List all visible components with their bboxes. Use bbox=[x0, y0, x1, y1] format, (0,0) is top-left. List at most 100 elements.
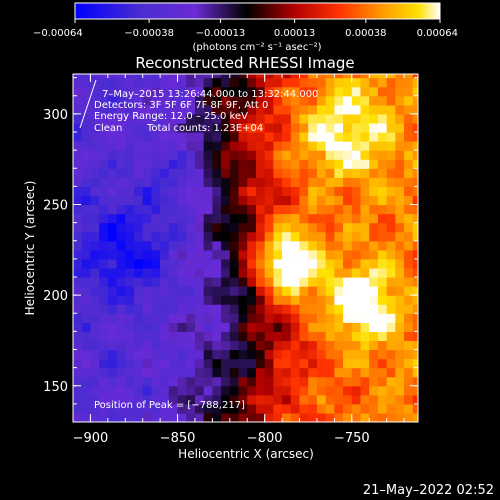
heatmap-cell bbox=[73, 132, 83, 142]
heatmap-cell bbox=[90, 104, 100, 115]
heatmap-cell bbox=[377, 267, 388, 278]
heatmap-cell bbox=[316, 150, 327, 160]
heatmap-cell bbox=[351, 277, 362, 287]
heatmap-cell bbox=[90, 113, 100, 124]
heatmap-cell bbox=[151, 150, 161, 160]
heatmap-cell bbox=[343, 231, 353, 242]
heatmap-cell bbox=[133, 86, 144, 97]
heatmap-cell bbox=[142, 258, 153, 269]
heatmap-cell bbox=[238, 95, 248, 106]
heatmap-cell bbox=[203, 168, 213, 178]
heatmap-cell bbox=[247, 141, 257, 151]
heatmap-cell bbox=[386, 186, 396, 197]
heatmap-cell bbox=[334, 412, 344, 422]
heatmap-cell bbox=[186, 367, 196, 378]
heatmap-cell bbox=[194, 213, 205, 224]
heatmap-cell bbox=[81, 385, 92, 396]
heatmap-cell bbox=[299, 159, 309, 169]
heatmap-cell bbox=[99, 340, 109, 351]
heatmap-cell bbox=[90, 150, 100, 160]
heatmap-cell bbox=[212, 141, 222, 151]
heatmap-cell bbox=[351, 295, 362, 305]
heatmap-cell bbox=[264, 340, 274, 351]
heatmap-cell bbox=[107, 394, 118, 405]
heatmap-cell bbox=[238, 186, 248, 197]
heatmap-cell bbox=[203, 295, 213, 305]
heatmap-cell bbox=[264, 204, 274, 215]
heatmap-cell bbox=[377, 322, 388, 332]
heatmap-cell bbox=[142, 322, 153, 332]
heatmap-cell bbox=[133, 95, 144, 106]
heatmap-cell bbox=[360, 231, 370, 242]
heatmap-cell bbox=[264, 77, 274, 88]
heatmap-cell bbox=[290, 412, 301, 422]
heatmap-cell bbox=[316, 213, 327, 224]
heatmap-cell bbox=[142, 213, 153, 224]
heatmap-cell bbox=[125, 376, 135, 387]
heatmap-cell bbox=[282, 277, 292, 287]
heatmap-cell bbox=[316, 86, 327, 97]
heatmap-cell bbox=[133, 258, 144, 269]
heatmap-cell bbox=[264, 295, 274, 305]
heatmap-cell bbox=[369, 412, 379, 422]
heatmap-cell bbox=[412, 77, 418, 88]
heatmap-cell bbox=[343, 74, 353, 79]
heatmap-cell bbox=[212, 340, 222, 351]
heatmap-cell bbox=[133, 222, 144, 233]
heatmap-cell bbox=[99, 267, 109, 278]
heatmap-cell bbox=[273, 277, 283, 287]
heatmap-cell bbox=[334, 385, 344, 396]
heatmap-cell bbox=[360, 258, 370, 269]
heatmap-cell bbox=[73, 385, 83, 396]
heatmap-cell bbox=[90, 95, 100, 106]
heatmap-cell bbox=[334, 195, 344, 206]
heatmap-cell bbox=[168, 313, 179, 323]
heatmap-cell bbox=[194, 258, 205, 269]
heatmap-cell bbox=[264, 113, 274, 124]
heatmap-cell bbox=[133, 412, 144, 422]
heatmap-cell bbox=[369, 95, 379, 106]
heatmap-cell bbox=[264, 186, 274, 197]
heatmap-cell bbox=[203, 132, 213, 142]
heatmap-cell bbox=[369, 240, 379, 251]
heatmap-cell bbox=[386, 340, 396, 351]
heatmap-cell bbox=[325, 385, 335, 396]
heatmap-cell bbox=[412, 86, 418, 97]
heatmap-cell bbox=[386, 231, 396, 242]
heatmap-cell bbox=[264, 331, 274, 342]
heatmap-cell bbox=[360, 77, 370, 88]
heatmap-cell bbox=[194, 249, 205, 260]
heatmap-cell bbox=[168, 95, 179, 106]
heatmap-cell bbox=[377, 313, 388, 323]
heatmap-cell bbox=[412, 412, 418, 422]
heatmap-cell bbox=[264, 86, 274, 97]
heatmap-cell bbox=[81, 95, 92, 106]
heatmap-cell bbox=[299, 204, 309, 215]
heatmap-cell bbox=[386, 394, 396, 405]
heatmap-cell bbox=[125, 403, 135, 414]
heatmap-cell bbox=[316, 132, 327, 142]
heatmap-cell bbox=[194, 177, 205, 187]
heatmap-cell bbox=[73, 74, 83, 79]
heatmap-cell bbox=[316, 113, 327, 124]
heatmap-cell bbox=[229, 195, 240, 206]
heatmap-cell bbox=[168, 222, 179, 233]
heatmap-cell bbox=[282, 376, 292, 387]
heatmap-cell bbox=[151, 86, 161, 97]
heatmap-cell bbox=[308, 367, 318, 378]
heatmap-cell bbox=[221, 412, 231, 422]
heatmap-cell bbox=[377, 150, 388, 160]
heatmap-cell bbox=[351, 177, 362, 187]
heatmap-cell bbox=[282, 204, 292, 215]
heatmap-cell bbox=[343, 295, 353, 305]
heatmap-cell bbox=[290, 168, 301, 178]
heatmap-cell bbox=[142, 95, 153, 106]
heatmap-cell bbox=[377, 394, 388, 405]
heatmap-cell bbox=[325, 150, 335, 160]
heatmap-cell bbox=[151, 195, 161, 206]
heatmap-cell bbox=[264, 322, 274, 332]
heatmap-cell bbox=[325, 74, 335, 79]
heatmap-cell bbox=[412, 177, 418, 187]
heatmap-cell bbox=[107, 240, 118, 251]
